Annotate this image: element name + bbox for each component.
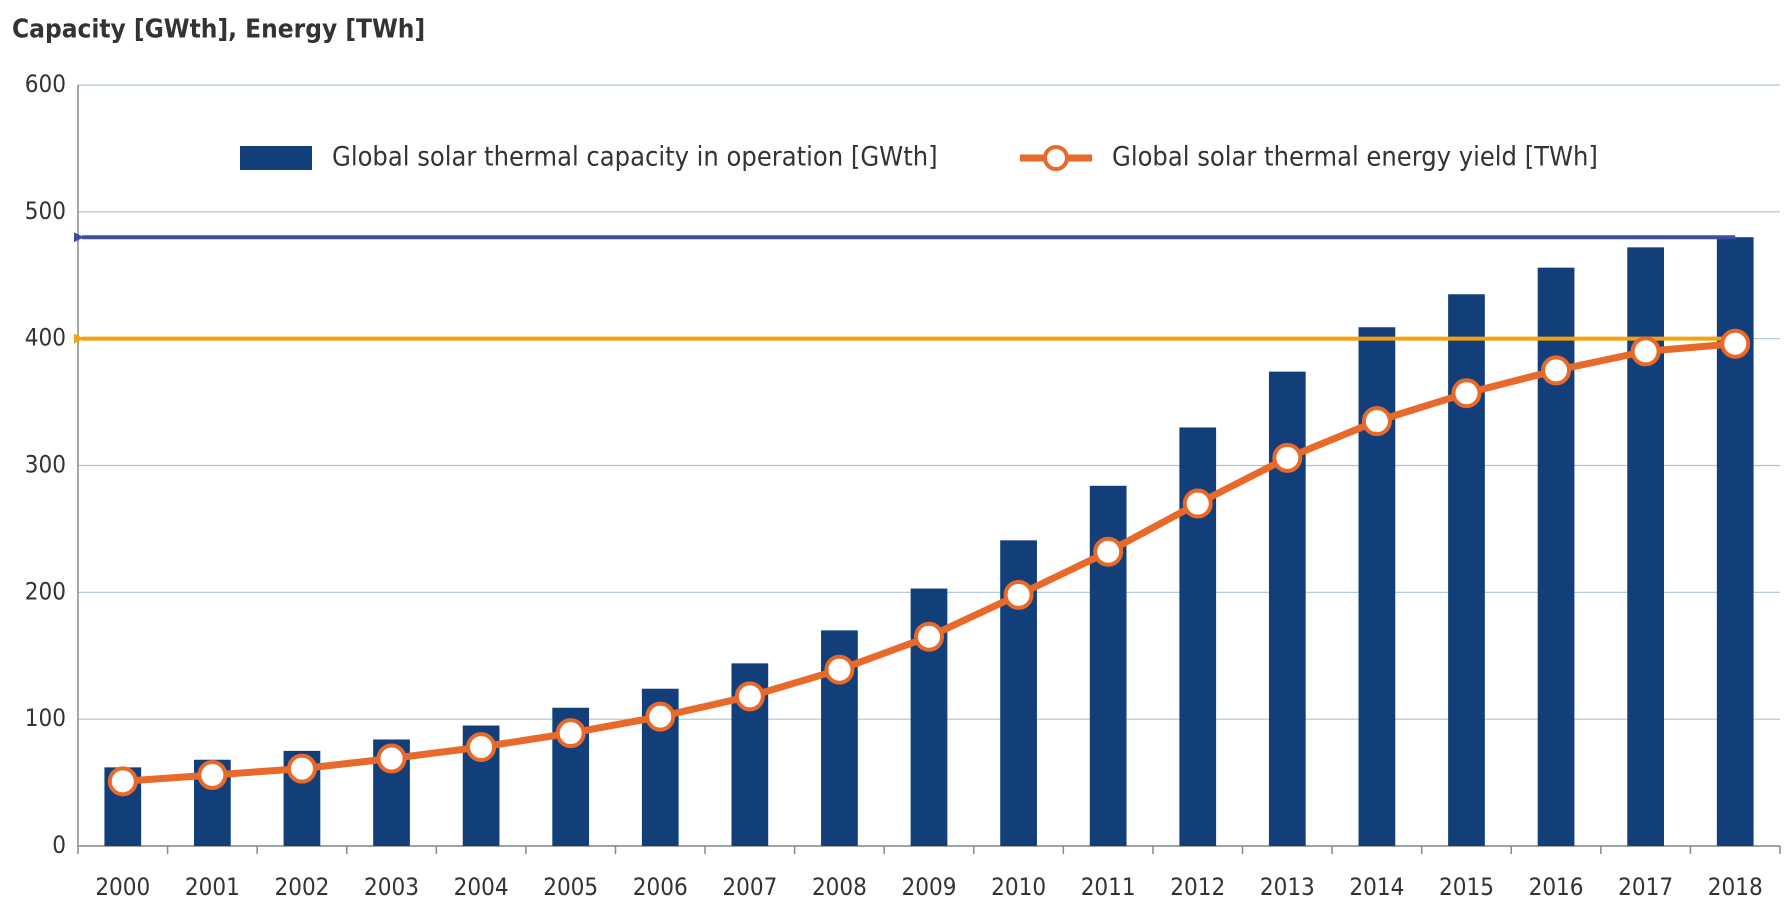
x-tick-label: 2011	[1081, 873, 1136, 901]
x-tick-label: 2012	[1170, 873, 1225, 901]
x-tick-label: 2015	[1439, 873, 1494, 901]
x-tick-label: 2016	[1529, 873, 1584, 901]
x-tick-label: 2000	[95, 873, 150, 901]
y-tick-label: 0	[52, 831, 66, 859]
x-tick-label: 2013	[1260, 873, 1315, 901]
bar	[1537, 267, 1575, 846]
line-marker	[1720, 328, 1751, 359]
x-tick-label: 2018	[1708, 873, 1763, 901]
bar	[1268, 371, 1306, 846]
line-marker	[1003, 579, 1034, 610]
line-marker	[466, 732, 497, 763]
line-marker	[286, 753, 317, 784]
y-tick-label: 400	[25, 324, 66, 352]
line-marker	[197, 759, 228, 790]
line-marker	[1541, 355, 1572, 386]
line-marker	[1272, 442, 1303, 473]
y-tick-label: 500	[25, 197, 66, 225]
line-marker	[555, 718, 586, 749]
bar	[1448, 294, 1485, 846]
line-marker	[376, 743, 407, 774]
line-marker	[1093, 536, 1124, 567]
y-tick-label: 100	[25, 704, 66, 732]
y-tick-label: 300	[25, 451, 66, 479]
x-tick-label: 2004	[454, 873, 509, 901]
x-tick-label: 2008	[812, 873, 867, 901]
line-marker	[824, 654, 855, 685]
x-tick-label: 2009	[902, 873, 957, 901]
bar	[1358, 327, 1396, 846]
legend-label: Global solar thermal energy yield [TWh]	[1112, 142, 1598, 173]
y-tick-label: 200	[25, 577, 66, 605]
x-tick-label: 2003	[364, 873, 419, 901]
x-tick-label: 2014	[1349, 873, 1404, 901]
line-marker	[1451, 378, 1482, 409]
x-tick-label: 2005	[543, 873, 598, 901]
legend-swatch	[1043, 145, 1069, 171]
line-marker	[107, 766, 138, 797]
line-marker	[1630, 336, 1661, 367]
x-tick-label: 2001	[185, 873, 240, 901]
x-tick-label: 2010	[991, 873, 1046, 901]
x-tick-label: 2002	[274, 873, 329, 901]
line-marker	[734, 681, 765, 712]
line-marker	[914, 621, 944, 652]
legend-label: Global solar thermal capacity in operati…	[332, 142, 938, 173]
y-tick-label: 600	[25, 70, 66, 98]
x-tick-label: 2006	[633, 873, 688, 901]
line-marker	[1361, 406, 1392, 437]
bar	[1716, 237, 1754, 846]
line-marker	[645, 701, 676, 732]
legend-swatch	[240, 146, 312, 170]
chart-title: Capacity [GWth], Energy [TWh]	[12, 15, 425, 45]
line-marker	[1182, 488, 1213, 519]
x-tick-label: 2017	[1618, 873, 1673, 901]
x-tick-label: 2007	[722, 873, 777, 901]
